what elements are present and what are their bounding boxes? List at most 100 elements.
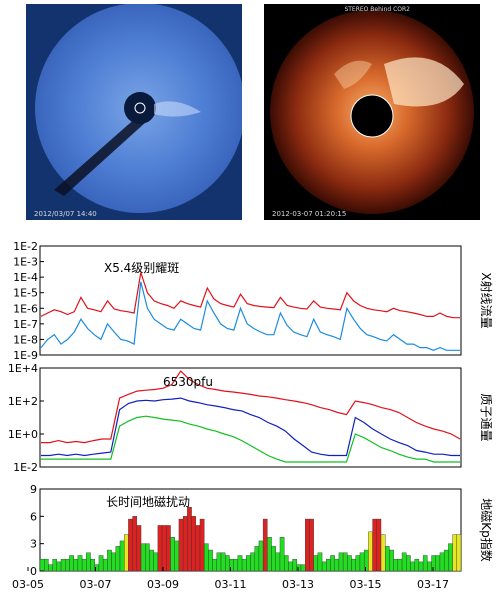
y-tick-label: 0 xyxy=(30,565,37,578)
plot-frame xyxy=(39,367,462,468)
kp-bar xyxy=(170,537,175,572)
kp-bar xyxy=(300,564,306,572)
y-axis-label: X射线流量 xyxy=(479,272,494,328)
y-tick-label: 1E-7 xyxy=(13,318,38,331)
kp-bar xyxy=(115,546,121,572)
xray-flux-panel: 1E-9 1E-8 1E-7 1E-6 1E-5 1E-4 1E-3 1E-2 X射线流量 X5.… xyxy=(13,240,494,362)
kp-bar xyxy=(334,558,340,572)
y-tick-label: 1E-4 xyxy=(13,271,38,284)
kp-bar xyxy=(368,531,373,572)
x-tick-label: 03-07 xyxy=(80,578,112,591)
kp-bar xyxy=(161,525,167,572)
kp-bar xyxy=(275,552,281,572)
kp-bar xyxy=(456,534,462,572)
kp-bar xyxy=(431,555,436,572)
y-tick-label: 1E-8 xyxy=(13,333,38,346)
kp-bar xyxy=(220,552,226,572)
kp-bar xyxy=(250,552,255,572)
kp-bar xyxy=(69,555,74,572)
kp-bar xyxy=(422,555,428,572)
kp-bar xyxy=(355,555,361,572)
kp-bar xyxy=(128,518,133,572)
kp-bar xyxy=(288,561,293,572)
series-line-1 xyxy=(40,281,460,351)
image-timestamp: 2012-03-07 01:20:15 xyxy=(272,210,347,218)
kp-bar xyxy=(77,555,83,572)
kp-bar xyxy=(296,564,302,572)
kp-bar xyxy=(317,552,323,572)
kp-bar xyxy=(86,552,91,572)
kp-bar xyxy=(330,555,335,572)
kp-bar xyxy=(292,558,298,572)
x-tick-label: 03-11 xyxy=(215,578,247,591)
kp-bar xyxy=(452,534,457,572)
storm-annotation: 长时间地磁扰动 xyxy=(106,494,190,509)
plot-frame xyxy=(39,245,462,356)
kp-bar xyxy=(52,558,58,572)
kp-bar xyxy=(305,518,310,572)
kp-bar xyxy=(363,549,369,572)
x-tick-label: 03-05 xyxy=(12,578,44,591)
kp-bar xyxy=(178,518,184,572)
y-tick-label: 1E+4 xyxy=(8,362,38,375)
kp-bar xyxy=(203,543,209,572)
series-line-0 xyxy=(40,272,460,319)
kp-bar xyxy=(397,558,403,572)
y-axis-label: 地磁Kp指数 xyxy=(479,498,494,562)
x-tick-label: 03-09 xyxy=(147,578,179,591)
kp-bar xyxy=(132,516,138,572)
kp-bar xyxy=(385,546,390,572)
y-tick-label: 1E-2 xyxy=(13,240,38,253)
kp-bar xyxy=(39,558,45,572)
y-tick-label: 9 xyxy=(30,483,37,496)
kp-bar xyxy=(225,555,230,572)
kp-bar xyxy=(119,540,125,572)
kp-bar xyxy=(123,534,129,572)
kp-bar xyxy=(406,555,411,572)
kp-bar xyxy=(389,549,394,572)
kp-bar xyxy=(166,525,171,572)
kp-bar xyxy=(376,518,382,572)
kp-bar xyxy=(326,558,331,572)
kp-bar xyxy=(262,518,268,572)
kp-bar xyxy=(102,558,108,572)
y-tick-label: 1E+0 xyxy=(8,428,38,441)
kp-bar xyxy=(90,558,95,572)
kp-bar xyxy=(212,558,218,572)
series-line-2 xyxy=(41,415,460,463)
y-tick-label: 1E-2 xyxy=(13,461,38,474)
kp-bar xyxy=(351,558,356,572)
x-tick-label: 03-15 xyxy=(350,578,382,591)
kp-bar xyxy=(258,540,264,572)
kp-bar xyxy=(271,546,276,572)
y-tick-label: 1E-6 xyxy=(13,302,38,315)
kp-bar xyxy=(208,549,213,572)
y-tick-label: 6 xyxy=(30,510,37,523)
kp-bar xyxy=(414,558,420,572)
stereo-coronagraph-image: STEREO Behind COR2 2012-03-07 01:20:15 xyxy=(264,4,480,220)
x-tick-label: 03-13 xyxy=(282,578,314,591)
kp-bar xyxy=(246,555,251,572)
y-tick-label: 1E-9 xyxy=(13,349,38,362)
kp-bar xyxy=(98,555,104,572)
kp-bar xyxy=(56,561,62,572)
kp-bar xyxy=(191,516,196,572)
y-tick-label: 1E-3 xyxy=(13,256,38,269)
kp-bar xyxy=(60,558,66,572)
kp-bar xyxy=(448,543,453,572)
kp-bar xyxy=(321,561,327,572)
series-line-0 xyxy=(41,370,461,444)
y-tick-label: 1E-5 xyxy=(13,287,38,300)
peak-annotation: 6530pfu xyxy=(163,375,213,389)
kp-bar xyxy=(107,549,112,572)
kp-bar xyxy=(111,552,116,572)
kp-bar xyxy=(73,558,79,572)
kp-bar xyxy=(359,552,365,572)
kp-bar xyxy=(279,537,285,572)
kp-bar xyxy=(439,552,445,572)
kp-bar xyxy=(393,558,399,572)
kp-bar xyxy=(233,558,239,572)
kp-bar xyxy=(199,518,205,572)
kp-bar xyxy=(237,555,243,572)
